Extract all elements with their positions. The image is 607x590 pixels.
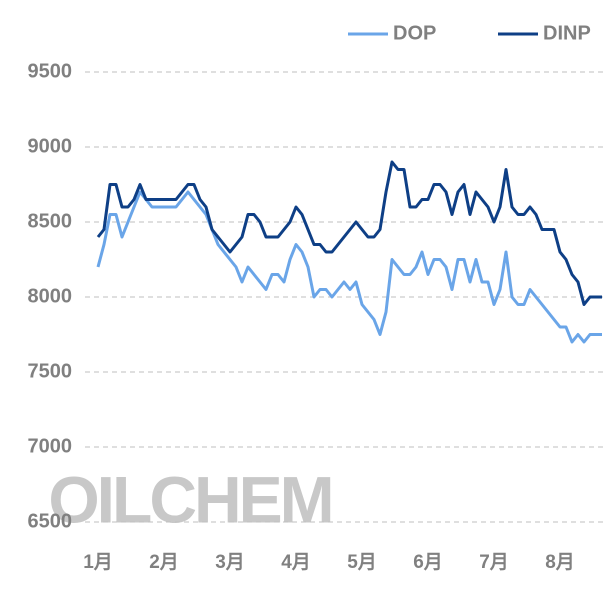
legend-label: DOP	[393, 22, 436, 44]
x-tick-label: 2月	[149, 552, 179, 573]
y-tick-label: 6500	[28, 510, 73, 532]
x-tick-label: 8月	[545, 552, 575, 573]
x-tick-label: 6月	[413, 552, 443, 573]
legend-label: DINP	[543, 22, 591, 44]
x-tick-label: 1月	[83, 552, 113, 573]
watermark: OILCHEM	[48, 462, 331, 536]
series-line	[96, 160, 602, 306]
y-tick-label: 7000	[28, 435, 73, 457]
y-tick-label: 7500	[28, 360, 73, 382]
y-tick-label: 9000	[28, 135, 73, 157]
x-tick-label: 4月	[281, 552, 311, 573]
x-tick-label: 7月	[479, 552, 509, 573]
y-tick-label: 8500	[28, 210, 73, 232]
y-tick-label: 8000	[28, 285, 73, 307]
x-tick-label: 5月	[347, 552, 377, 573]
y-tick-label: 9500	[28, 60, 73, 82]
series-line	[96, 190, 602, 344]
x-tick-label: 3月	[215, 552, 245, 573]
